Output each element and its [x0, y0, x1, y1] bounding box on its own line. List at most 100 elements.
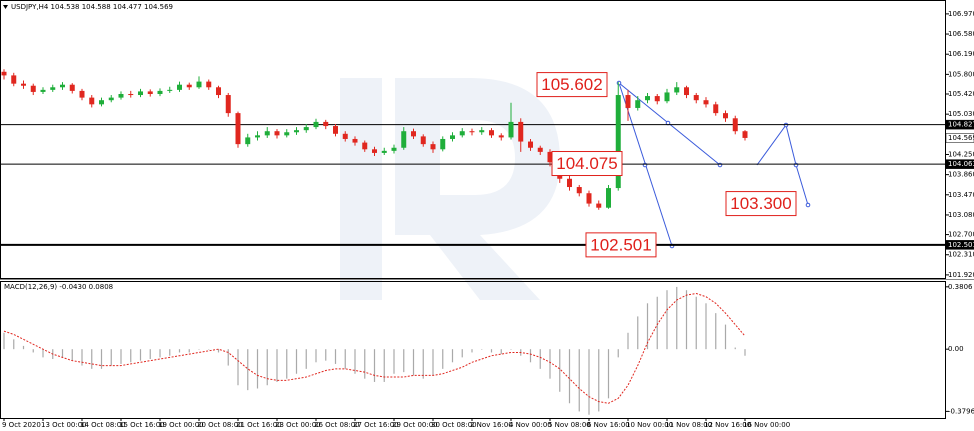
price-label: 104.827 — [948, 121, 974, 129]
x-tick-label: 13 Oct 00:00 — [41, 421, 87, 429]
candle-body — [518, 121, 524, 142]
candle-body — [411, 131, 416, 137]
candle-body — [284, 132, 290, 136]
macd-bar — [130, 349, 132, 363]
price-label-box — [945, 119, 974, 130]
candle-body — [713, 104, 719, 114]
macd-bar — [91, 349, 93, 369]
candle-body — [1, 71, 7, 76]
macd-bar — [110, 349, 112, 366]
candle-body — [147, 91, 153, 94]
candle-body — [128, 94, 134, 96]
candle-body — [21, 83, 26, 86]
x-tick-label: 11 Nov 08:00 — [665, 421, 712, 429]
candle-body — [489, 130, 494, 136]
candle-body — [89, 97, 95, 105]
x-tick-label: 30 Oct 08:00 — [431, 421, 477, 429]
x-tick-label: 29 Oct 00:00 — [392, 421, 438, 429]
macd-bar — [383, 349, 385, 382]
y-tick-label: 104.250 — [948, 150, 974, 158]
macd-bar — [286, 349, 288, 379]
x-tick-label: 27 Oct 16:00 — [353, 421, 399, 429]
annotation-box — [551, 151, 623, 177]
candle-body — [118, 94, 124, 98]
candle-body — [440, 138, 446, 150]
candle-body — [732, 118, 738, 132]
candle-body — [469, 131, 475, 133]
macd-bar — [373, 349, 376, 382]
macd-bar — [61, 349, 64, 358]
candle-body — [430, 144, 436, 150]
macd-bar — [481, 349, 483, 350]
candle-body — [674, 87, 680, 93]
candle-body — [108, 97, 114, 101]
y-tick-label: 0.3806 — [948, 283, 973, 291]
candle-body — [264, 131, 270, 136]
macd-bar — [159, 349, 161, 358]
macd-bar — [315, 349, 317, 363]
macd-bar — [685, 290, 688, 350]
x-tick-label: 15 Oct 16:00 — [119, 421, 165, 429]
candle-body — [479, 130, 485, 133]
x-tick-label: 12 Nov 16:00 — [704, 421, 751, 429]
candle-body — [60, 84, 65, 88]
annotation-label: 105.602 — [541, 75, 602, 94]
price-label-box — [945, 240, 974, 250]
candle-body — [362, 142, 368, 150]
candle-body — [596, 203, 602, 208]
macd-bar — [3, 332, 5, 350]
symbol-menu-icon — [3, 5, 8, 9]
x-tick-label: 2 Nov 16:00 — [470, 421, 513, 429]
candle-body — [625, 95, 631, 108]
forecast-points — [616, 80, 811, 249]
candle-body — [323, 121, 329, 127]
macd-bar — [646, 303, 649, 350]
watermark — [340, 78, 560, 300]
y-tick-label: 105.800 — [948, 70, 974, 78]
candle-body — [274, 131, 280, 136]
macd-bar — [656, 296, 658, 350]
macd-bar — [539, 349, 541, 369]
candle-body — [157, 90, 163, 94]
macd-bar — [442, 349, 444, 369]
candle-body — [420, 136, 426, 145]
candle-body — [586, 193, 592, 204]
candle-body — [342, 133, 348, 139]
macd-bar — [617, 349, 619, 358]
macd-bar — [334, 349, 337, 364]
x-tick-label: 10 Nov 00:00 — [626, 421, 673, 429]
y-tick-label: 103.080 — [948, 211, 974, 219]
candle-body — [606, 188, 611, 208]
y-tick-label: 102.700 — [948, 231, 974, 239]
macd-title: MACD(12,26,9) -0.0430 0.0808 — [4, 283, 113, 291]
macd-bar — [549, 349, 551, 379]
macd-bar — [490, 349, 493, 353]
macd-bar — [198, 349, 200, 350]
x-tick-label: 23 Oct 00:00 — [275, 421, 321, 429]
y-tick-label: 101.920 — [948, 271, 974, 279]
candle-body — [245, 137, 251, 145]
candle-body — [303, 127, 309, 131]
candle-body — [352, 138, 358, 143]
macd-bar — [42, 349, 44, 358]
x-tick-label: 6 Nov 16:00 — [587, 421, 630, 429]
candle-body — [703, 100, 709, 105]
candle-body — [235, 113, 241, 145]
macd-bar — [81, 349, 83, 366]
price-label-box — [945, 133, 974, 143]
macd-bar — [461, 349, 463, 358]
macd-bar — [354, 349, 356, 374]
candle-body — [40, 89, 46, 92]
x-tick-label: 9 Oct 2020 — [2, 421, 41, 429]
candle-body — [206, 81, 212, 88]
candle-body — [186, 84, 192, 88]
y-tick-label: 106.580 — [948, 30, 974, 38]
candle-body — [635, 100, 641, 108]
x-tick-label: 5 Nov 08:00 — [548, 421, 591, 429]
chart-title: USDJPY,H4 104.538 104.588 104.477 104.56… — [11, 3, 173, 11]
x-tick-label: 21 Oct 16:00 — [236, 421, 282, 429]
candle-body — [381, 150, 387, 153]
x-tick-label: 16 Nov 00:00 — [743, 421, 790, 429]
